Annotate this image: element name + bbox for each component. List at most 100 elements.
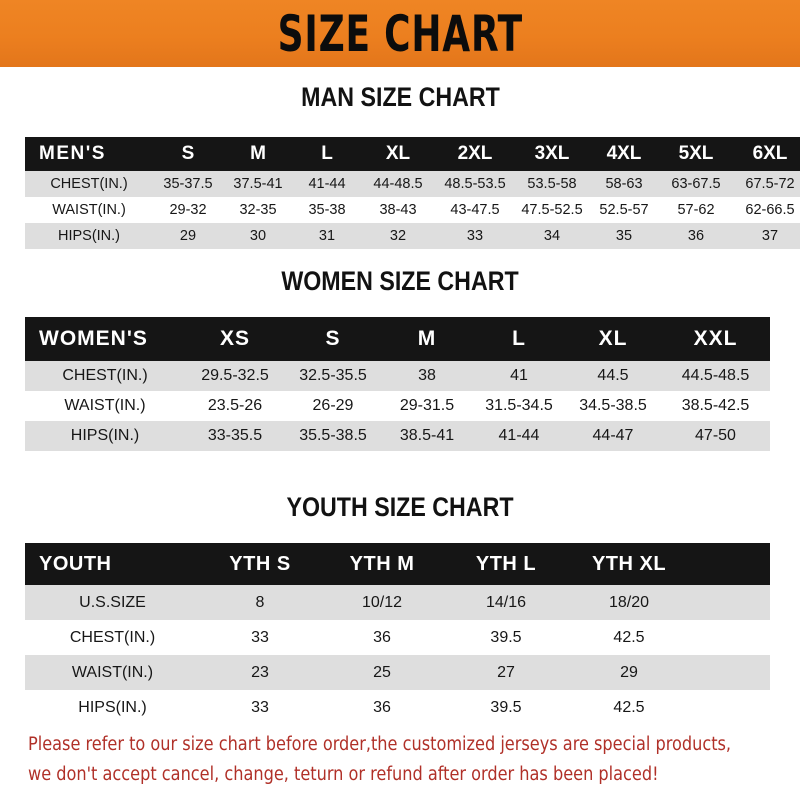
men-size-m: M (223, 137, 293, 171)
table-row: WAIST(IN.) 23.5-26 26-29 29-31.5 31.5-34… (25, 391, 770, 421)
youth-size-s: YTH S (200, 543, 320, 585)
women-chest-m: 38 (381, 361, 473, 391)
table-row: WAIST(IN.) 23 25 27 29 (25, 655, 770, 690)
women-row-label-waist: WAIST(IN.) (25, 391, 185, 421)
youth-waist-spacer (690, 655, 770, 690)
youth-header-spacer (690, 543, 770, 585)
men-size-l: L (293, 137, 361, 171)
women-waist-l: 31.5-34.5 (473, 391, 565, 421)
women-hips-m: 38.5-41 (381, 421, 473, 451)
men-chest-s: 35-37.5 (153, 171, 223, 197)
men-table-header-row: MEN'S S M L XL 2XL 3XL 4XL 5XL 6XL (25, 137, 800, 171)
men-size-4xl: 4XL (589, 137, 659, 171)
men-hips-2xl: 33 (435, 223, 515, 249)
women-hips-s: 35.5-38.5 (285, 421, 381, 451)
men-size-3xl: 3XL (515, 137, 589, 171)
men-hips-6xl: 37 (733, 223, 800, 249)
women-chest-xl: 44.5 (565, 361, 661, 391)
men-chest-5xl: 63-67.5 (659, 171, 733, 197)
men-size-6xl: 6XL (733, 137, 800, 171)
women-size-xl: XL (565, 317, 661, 361)
women-size-l: L (473, 317, 565, 361)
youth-chest-xl: 42.5 (568, 620, 690, 655)
women-size-s: S (285, 317, 381, 361)
youth-row-label-hips: HIPS(IN.) (25, 690, 200, 725)
youth-hips-xl: 42.5 (568, 690, 690, 725)
men-chest-6xl: 67.5-72 (733, 171, 800, 197)
women-chest-l: 41 (473, 361, 565, 391)
men-chest-2xl: 48.5-53.5 (435, 171, 515, 197)
men-size-5xl: 5XL (659, 137, 733, 171)
men-waist-5xl: 57-62 (659, 197, 733, 223)
women-row-label-hips: HIPS(IN.) (25, 421, 185, 451)
men-size-s: S (153, 137, 223, 171)
youth-row-label-us-size: U.S.SIZE (25, 585, 200, 620)
youth-waist-l: 27 (444, 655, 568, 690)
youth-size-l: YTH L (444, 543, 568, 585)
women-hips-xs: 33-35.5 (185, 421, 285, 451)
table-row: CHEST(IN.) 29.5-32.5 32.5-35.5 38 41 44.… (25, 361, 770, 391)
man-section-title-text: MAN SIZE CHART (300, 82, 500, 112)
youth-waist-xl: 29 (568, 655, 690, 690)
table-row: WAIST(IN.) 29-32 32-35 35-38 38-43 43-47… (25, 197, 800, 223)
footer-disclaimer: Please refer to our size chart before or… (28, 730, 776, 790)
youth-header-label: YOUTH (25, 543, 200, 585)
women-waist-xxl: 38.5-42.5 (661, 391, 770, 421)
men-hips-m: 30 (223, 223, 293, 249)
men-waist-3xl: 47.5-52.5 (515, 197, 589, 223)
youth-hips-spacer (690, 690, 770, 725)
youth-ussize-s: 8 (200, 585, 320, 620)
women-section-title: WOMEN SIZE CHART (0, 266, 800, 296)
youth-size-m: YTH M (320, 543, 444, 585)
women-chest-xs: 29.5-32.5 (185, 361, 285, 391)
men-hips-l: 31 (293, 223, 361, 249)
youth-hips-m: 36 (320, 690, 444, 725)
man-section-title: MAN SIZE CHART (0, 82, 800, 112)
women-hips-xl: 44-47 (565, 421, 661, 451)
youth-row-label-chest: CHEST(IN.) (25, 620, 200, 655)
table-row: HIPS(IN.) 33 36 39.5 42.5 (25, 690, 770, 725)
table-row: HIPS(IN.) 33-35.5 35.5-38.5 38.5-41 41-4… (25, 421, 770, 451)
women-section-title-text: WOMEN SIZE CHART (281, 266, 519, 296)
men-hips-s: 29 (153, 223, 223, 249)
women-header-label: WOMEN'S (25, 317, 185, 361)
men-hips-3xl: 34 (515, 223, 589, 249)
youth-hips-s: 33 (200, 690, 320, 725)
women-chest-xxl: 44.5-48.5 (661, 361, 770, 391)
table-row: CHEST(IN.) 33 36 39.5 42.5 (25, 620, 770, 655)
table-row: CHEST(IN.) 35-37.5 37.5-41 41-44 44-48.5… (25, 171, 800, 197)
banner-title: SIZE CHART (277, 4, 523, 63)
men-waist-2xl: 43-47.5 (435, 197, 515, 223)
youth-table-header-row: YOUTH YTH S YTH M YTH L YTH XL (25, 543, 770, 585)
women-hips-xxl: 47-50 (661, 421, 770, 451)
women-size-table: WOMEN'S XS S M L XL XXL CHEST(IN.) 29.5-… (25, 317, 770, 451)
youth-section-title-text: YOUTH SIZE CHART (286, 492, 514, 522)
men-waist-4xl: 52.5-57 (589, 197, 659, 223)
men-hips-xl: 32 (361, 223, 435, 249)
men-row-label-chest: CHEST(IN.) (25, 171, 153, 197)
youth-chest-l: 39.5 (444, 620, 568, 655)
table-row: HIPS(IN.) 29 30 31 32 33 34 35 36 37 (25, 223, 800, 249)
men-size-2xl: 2XL (435, 137, 515, 171)
youth-ussize-m: 10/12 (320, 585, 444, 620)
men-waist-6xl: 62-66.5 (733, 197, 800, 223)
men-chest-m: 37.5-41 (223, 171, 293, 197)
women-size-xs: XS (185, 317, 285, 361)
women-waist-m: 29-31.5 (381, 391, 473, 421)
youth-chest-spacer (690, 620, 770, 655)
women-hips-l: 41-44 (473, 421, 565, 451)
women-row-label-chest: CHEST(IN.) (25, 361, 185, 391)
youth-waist-s: 23 (200, 655, 320, 690)
youth-hips-l: 39.5 (444, 690, 568, 725)
men-waist-s: 29-32 (153, 197, 223, 223)
men-chest-xl: 44-48.5 (361, 171, 435, 197)
youth-waist-m: 25 (320, 655, 444, 690)
page-banner: SIZE CHART (0, 0, 800, 67)
men-hips-4xl: 35 (589, 223, 659, 249)
women-size-xxl: XXL (661, 317, 770, 361)
men-chest-3xl: 53.5-58 (515, 171, 589, 197)
men-row-label-hips: HIPS(IN.) (25, 223, 153, 249)
women-waist-s: 26-29 (285, 391, 381, 421)
youth-chest-m: 36 (320, 620, 444, 655)
